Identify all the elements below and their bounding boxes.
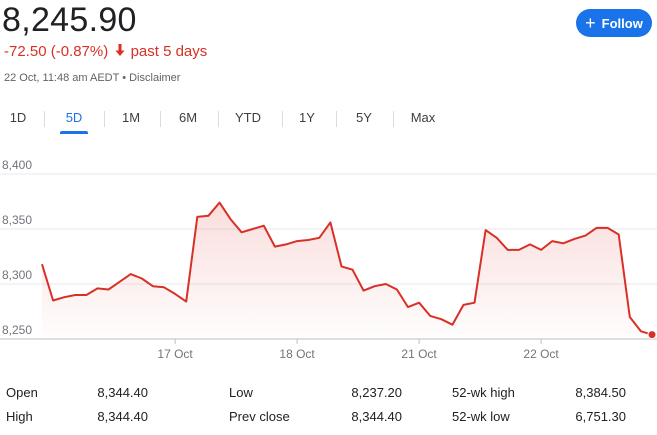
tab-divider	[336, 111, 337, 127]
tab-5y[interactable]: 5Y	[356, 110, 372, 125]
stat-label-high: High	[6, 409, 33, 424]
price-change: -72.50 (-0.87%) past 5 days	[4, 43, 207, 61]
plus-icon: +	[585, 12, 596, 33]
stat-value-high: 8,344.40	[97, 409, 148, 424]
y-tick-label: 8,350	[2, 213, 32, 227]
stat-value-open: 8,344.40	[97, 385, 148, 400]
stat-label-prev-close: Prev close	[229, 409, 290, 424]
stat-label-52wk-low: 52-wk low	[452, 409, 510, 424]
price-area	[42, 202, 652, 339]
change-period: past 5 days	[130, 43, 208, 60]
y-tick-label: 8,300	[2, 268, 32, 282]
change-value: -72.50 (-0.87%)	[4, 43, 109, 60]
arrow-down-icon	[115, 43, 125, 61]
x-tick-label: 18 Oct	[279, 347, 315, 361]
x-tick-label: 22 Oct	[523, 347, 559, 361]
timestamp-disclaimer: 22 Oct, 11:48 am AEDT • Disclaimer	[4, 72, 181, 84]
stat-label-open: Open	[6, 385, 38, 400]
price-chart[interactable]: 8,250 8,300 8,350 8,400 17 Oct 18 Oct 21 Oct 22…	[0, 150, 657, 365]
tab-divider	[160, 111, 161, 127]
stat-value-prev-close: 8,344.40	[351, 409, 402, 424]
tab-divider	[393, 111, 394, 127]
tab-divider	[44, 111, 45, 127]
tab-1y[interactable]: 1Y	[299, 110, 315, 125]
tab-divider	[282, 111, 283, 127]
stat-label-52wk-high: 52-wk high	[452, 385, 515, 400]
tab-1m[interactable]: 1M	[121, 110, 141, 125]
current-price: 8,245.90	[2, 1, 137, 39]
tab-divider	[218, 111, 219, 127]
price-line	[41, 201, 653, 336]
x-tick-label: 17 Oct	[157, 347, 193, 361]
tab-divider	[104, 111, 105, 127]
tab-1d[interactable]: 1D	[9, 110, 27, 125]
follow-button[interactable]: + Follow	[576, 9, 652, 37]
tab-max[interactable]: Max	[410, 110, 436, 125]
follow-label: Follow	[601, 15, 643, 31]
last-price-dot	[647, 330, 657, 340]
range-tabs: 1D 5D 1M 6M YTD 1Y 5Y Max	[0, 106, 657, 134]
x-tick-label: 21 Oct	[401, 347, 437, 361]
tab-5d[interactable]: 5D	[60, 106, 88, 134]
stat-value-52wk-high: 8,384.50	[575, 385, 626, 400]
stat-label-low: Low	[229, 385, 253, 400]
stat-value-low: 8,237.20	[351, 385, 402, 400]
tab-6m[interactable]: 6M	[178, 110, 198, 125]
tab-ytd[interactable]: YTD	[235, 110, 261, 125]
y-tick-label: 8,250	[2, 323, 32, 337]
stat-value-52wk-low: 6,751.30	[575, 409, 626, 424]
y-tick-label: 8,400	[2, 158, 32, 172]
